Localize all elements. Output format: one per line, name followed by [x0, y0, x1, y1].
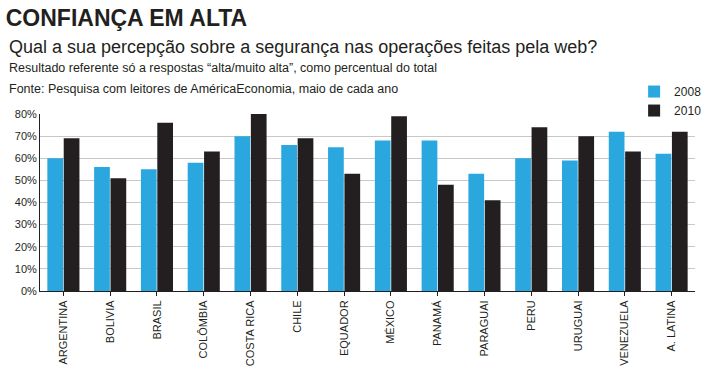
svg-text:Resultado referente só a respo: Resultado referente só a respostas “alta…	[9, 61, 437, 75]
svg-text:60%: 60%	[15, 152, 37, 164]
svg-text:BRASIL: BRASIL	[151, 300, 163, 339]
svg-text:BOLIVIA: BOLIVIA	[104, 300, 116, 343]
svg-text:PARAGUAI: PARAGUAI	[478, 300, 490, 356]
svg-text:VENEZUELA: VENEZUELA	[618, 300, 630, 366]
svg-text:70%: 70%	[15, 130, 37, 142]
svg-text:40%: 40%	[15, 196, 37, 208]
svg-text:80%: 80%	[15, 108, 37, 120]
svg-text:PANAMÁ: PANAMÁ	[431, 300, 443, 346]
svg-text:Fonte: Pesquisa com leitores d: Fonte: Pesquisa com leitores de AméricaE…	[9, 82, 398, 96]
svg-text:Qual a sua percepção sobre a s: Qual a sua percepção sobre a segurança n…	[9, 37, 597, 57]
svg-text:MÉXICO: MÉXICO	[384, 300, 396, 344]
svg-text:CONFIANÇA EM ALTA: CONFIANÇA EM ALTA	[6, 5, 247, 31]
svg-text:PERU: PERU	[525, 300, 537, 331]
svg-text:0%: 0%	[21, 285, 37, 297]
svg-text:30%: 30%	[15, 218, 37, 230]
svg-text:20%: 20%	[15, 241, 37, 253]
svg-text:ARGENTINA: ARGENTINA	[57, 300, 69, 365]
svg-text:EQUADOR: EQUADOR	[338, 300, 350, 356]
svg-text:CHILE: CHILE	[291, 300, 303, 332]
svg-text:10%: 10%	[15, 263, 37, 275]
svg-text:COSTA RICA: COSTA RICA	[244, 300, 256, 366]
svg-text:URUGUAI: URUGUAI	[572, 300, 584, 351]
svg-text:50%: 50%	[15, 174, 37, 186]
svg-text:2008: 2008	[674, 85, 701, 99]
svg-text:2010: 2010	[674, 104, 701, 118]
svg-text:COLÔMBIA: COLÔMBIA	[197, 300, 209, 359]
svg-text:A. LATINA: A. LATINA	[665, 300, 677, 352]
